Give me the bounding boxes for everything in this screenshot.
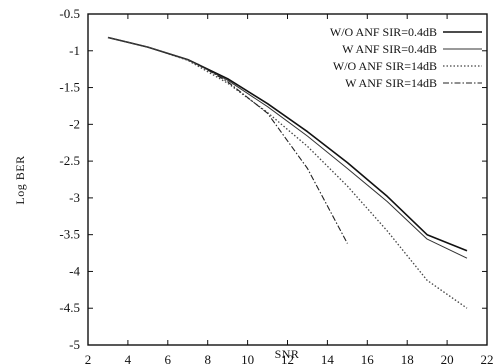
y-tick-label: -4.5 xyxy=(59,300,80,315)
x-tick-label: 4 xyxy=(125,352,132,364)
series-line-2 xyxy=(107,37,468,259)
y-tick-label: -3.5 xyxy=(59,227,80,242)
y-tick-label: -4 xyxy=(69,263,80,278)
y-tick-label: -2.5 xyxy=(59,153,80,168)
x-tick-label: 20 xyxy=(441,352,454,364)
series-line-3 xyxy=(107,36,468,309)
x-tick-label: 12 xyxy=(281,352,294,364)
legend-label: W/O ANF SIR=0.4dB xyxy=(330,25,437,39)
series-line-4 xyxy=(197,63,348,244)
axis-ticks: 2 4 6 8 10 12 14 16 18 20 22 -0.5 -1 -1.5 -2 -2.5 -3 -3.5… xyxy=(59,6,493,364)
y-tick-label: -1 xyxy=(69,43,80,58)
x-tick-label: 10 xyxy=(241,352,254,364)
x-tick-label: 16 xyxy=(361,352,375,364)
x-tick-label: 8 xyxy=(204,352,211,364)
legend-label: W ANF SIR=0.4dB xyxy=(342,42,437,56)
x-tick-label: 22 xyxy=(481,352,494,364)
legend-label: W ANF SIR=14dB xyxy=(345,76,437,90)
legend: W/O ANF SIR=0.4dB W ANF SIR=0.4dB W/O ANF … xyxy=(330,25,482,90)
y-tick-label: -5 xyxy=(69,337,80,352)
x-tick-label: 14 xyxy=(321,352,335,364)
y-tick-label: -2 xyxy=(69,116,80,131)
y-tick-label: -3 xyxy=(69,190,80,205)
y-tick-label: -0.5 xyxy=(59,6,80,21)
x-tick-label: 2 xyxy=(85,352,92,364)
x-tick-label: 6 xyxy=(165,352,172,364)
x-axis-label: SNR xyxy=(275,347,300,361)
x-tick-label: 18 xyxy=(401,352,414,364)
series-lines xyxy=(107,36,468,309)
legend-label: W/O ANF SIR=14dB xyxy=(333,59,437,73)
y-tick-label: -1.5 xyxy=(59,80,80,95)
y-axis-label: Log BER xyxy=(13,155,27,204)
